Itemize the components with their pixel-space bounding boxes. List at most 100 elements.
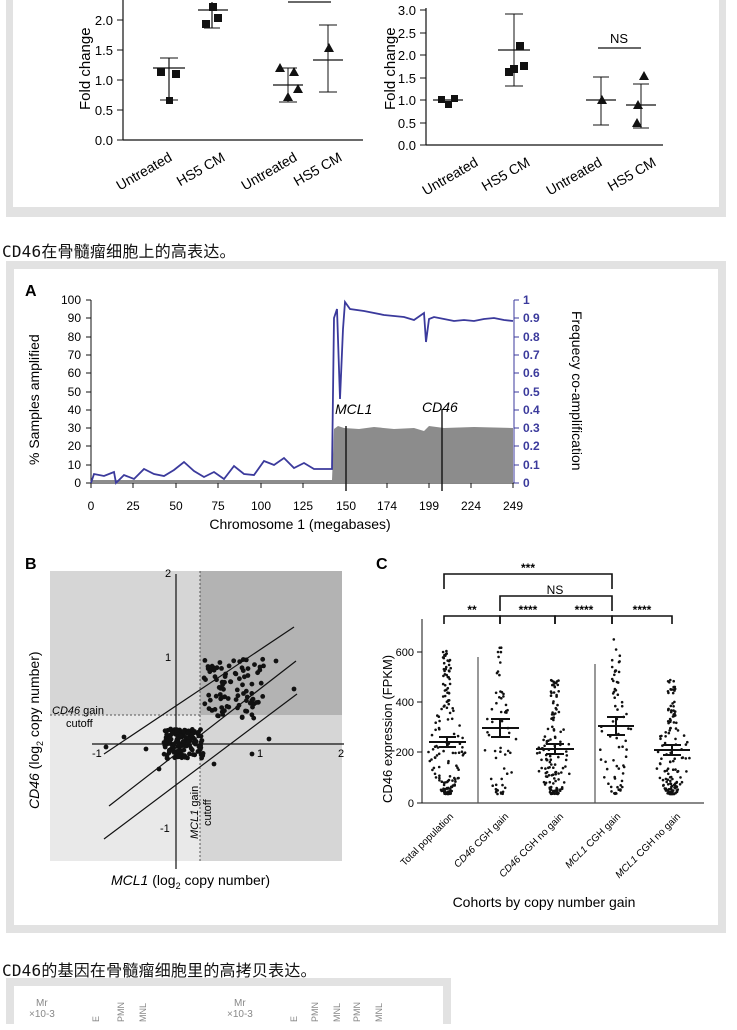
beeswarm-point <box>672 783 676 787</box>
y-tick-label: 600 <box>396 647 414 659</box>
scatter-point <box>185 730 191 736</box>
scatter-point <box>219 695 225 700</box>
x-tick-label: HS5 CM <box>174 149 228 189</box>
x-tick-label: 199 <box>419 499 439 513</box>
beeswarm-point <box>621 745 624 748</box>
beeswarm-point <box>445 780 449 784</box>
beeswarm-point <box>431 748 435 751</box>
scatter-point <box>209 663 215 669</box>
beeswarm-point <box>458 724 461 727</box>
beeswarm-point <box>546 727 550 731</box>
beeswarm-point <box>678 783 682 786</box>
y-tick-label: 90 <box>68 311 82 325</box>
beeswarm-point <box>461 754 465 757</box>
y-tick-label: 400 <box>396 697 414 709</box>
beeswarm-point <box>490 707 494 711</box>
scatter-point <box>143 746 149 752</box>
beeswarm-point <box>554 712 557 715</box>
beeswarm-point <box>558 789 562 792</box>
beeswarm-point <box>500 690 504 694</box>
beeswarm-point <box>617 670 621 674</box>
beeswarm-point <box>672 679 675 683</box>
beeswarm-point <box>547 774 551 777</box>
scatter-point <box>237 676 242 682</box>
y-tick-label: 0.1 <box>523 458 540 472</box>
scatter-point <box>235 705 240 711</box>
beeswarm-point <box>604 760 607 764</box>
beeswarm-point <box>625 748 628 751</box>
beeswarm-point <box>437 726 441 730</box>
scatter-point <box>175 748 181 754</box>
beeswarm-point <box>442 661 446 665</box>
beeswarm-point <box>442 783 446 787</box>
beeswarm-point <box>446 691 449 694</box>
beeswarm-point <box>457 776 460 780</box>
beeswarm-point <box>447 761 450 765</box>
beeswarm-point <box>500 719 504 723</box>
significance-brackets <box>443 573 673 624</box>
beeswarm-point <box>672 721 676 724</box>
beeswarm-point <box>443 673 447 676</box>
beeswarm-point <box>501 792 505 796</box>
beeswarm-point <box>674 786 677 790</box>
y-axis-label: Fold change <box>77 27 94 110</box>
beeswarm-point <box>561 766 565 770</box>
x-tick-label: Total population <box>399 811 456 868</box>
y-tick-label: 60 <box>68 366 82 380</box>
beeswarm-point <box>559 730 562 734</box>
scatter-point <box>189 747 195 753</box>
beeswarm-point <box>491 784 495 787</box>
scatter-point <box>171 741 177 747</box>
scatter-point <box>161 751 167 757</box>
y-tick-label: 0.5 <box>398 116 416 131</box>
scatter-point <box>190 752 196 757</box>
beeswarm-point <box>502 695 505 698</box>
beeswarm-point <box>433 756 437 760</box>
beeswarm-point <box>549 792 553 795</box>
beeswarm-point <box>614 669 618 672</box>
panel-letter: C <box>376 556 388 573</box>
beeswarm-point <box>609 785 613 789</box>
beeswarm-point <box>456 766 459 769</box>
scatter-point <box>203 677 208 682</box>
beeswarm-point <box>489 777 493 781</box>
beeswarm-point <box>495 701 498 705</box>
beeswarm-point <box>669 779 672 783</box>
y-tick-label: 0.9 <box>523 311 540 325</box>
beeswarm-point <box>669 760 672 764</box>
beeswarm-point <box>448 711 452 715</box>
y-tick-label: 30 <box>68 421 82 435</box>
scatter-point <box>226 663 232 669</box>
scatter-point <box>252 662 257 667</box>
y-tick-label: 2.5 <box>398 26 416 41</box>
scatter-point <box>219 666 224 671</box>
sig-label: *** <box>521 561 535 575</box>
scatter-point <box>195 749 201 754</box>
beeswarm-point <box>616 708 619 711</box>
beeswarm-point <box>610 665 614 669</box>
beeswarm-point <box>486 717 489 721</box>
beeswarm-point <box>483 749 487 752</box>
beeswarm-point <box>452 709 455 713</box>
scatter-point <box>189 732 195 738</box>
scatter-point <box>266 736 272 742</box>
beeswarm-point <box>540 766 543 770</box>
beeswarm-point <box>618 654 622 657</box>
beeswarm-point <box>669 678 672 682</box>
scatter-point <box>213 693 219 699</box>
scatter-point <box>103 744 109 750</box>
beeswarm-point <box>666 789 670 792</box>
beeswarm-point <box>557 755 560 759</box>
x-tick-label: HS5 CM <box>479 154 533 194</box>
beeswarm-point <box>656 750 660 754</box>
beeswarm-point <box>672 709 675 712</box>
beeswarm-point <box>443 689 447 692</box>
scatter-point <box>233 671 239 677</box>
beeswarm-point <box>496 670 500 673</box>
beeswarm-point <box>617 767 621 770</box>
scatter-point <box>186 739 192 745</box>
beeswarm-point <box>505 772 509 775</box>
beeswarm-point <box>676 770 679 774</box>
beeswarm-point <box>498 673 501 677</box>
beeswarm-point <box>673 700 676 704</box>
